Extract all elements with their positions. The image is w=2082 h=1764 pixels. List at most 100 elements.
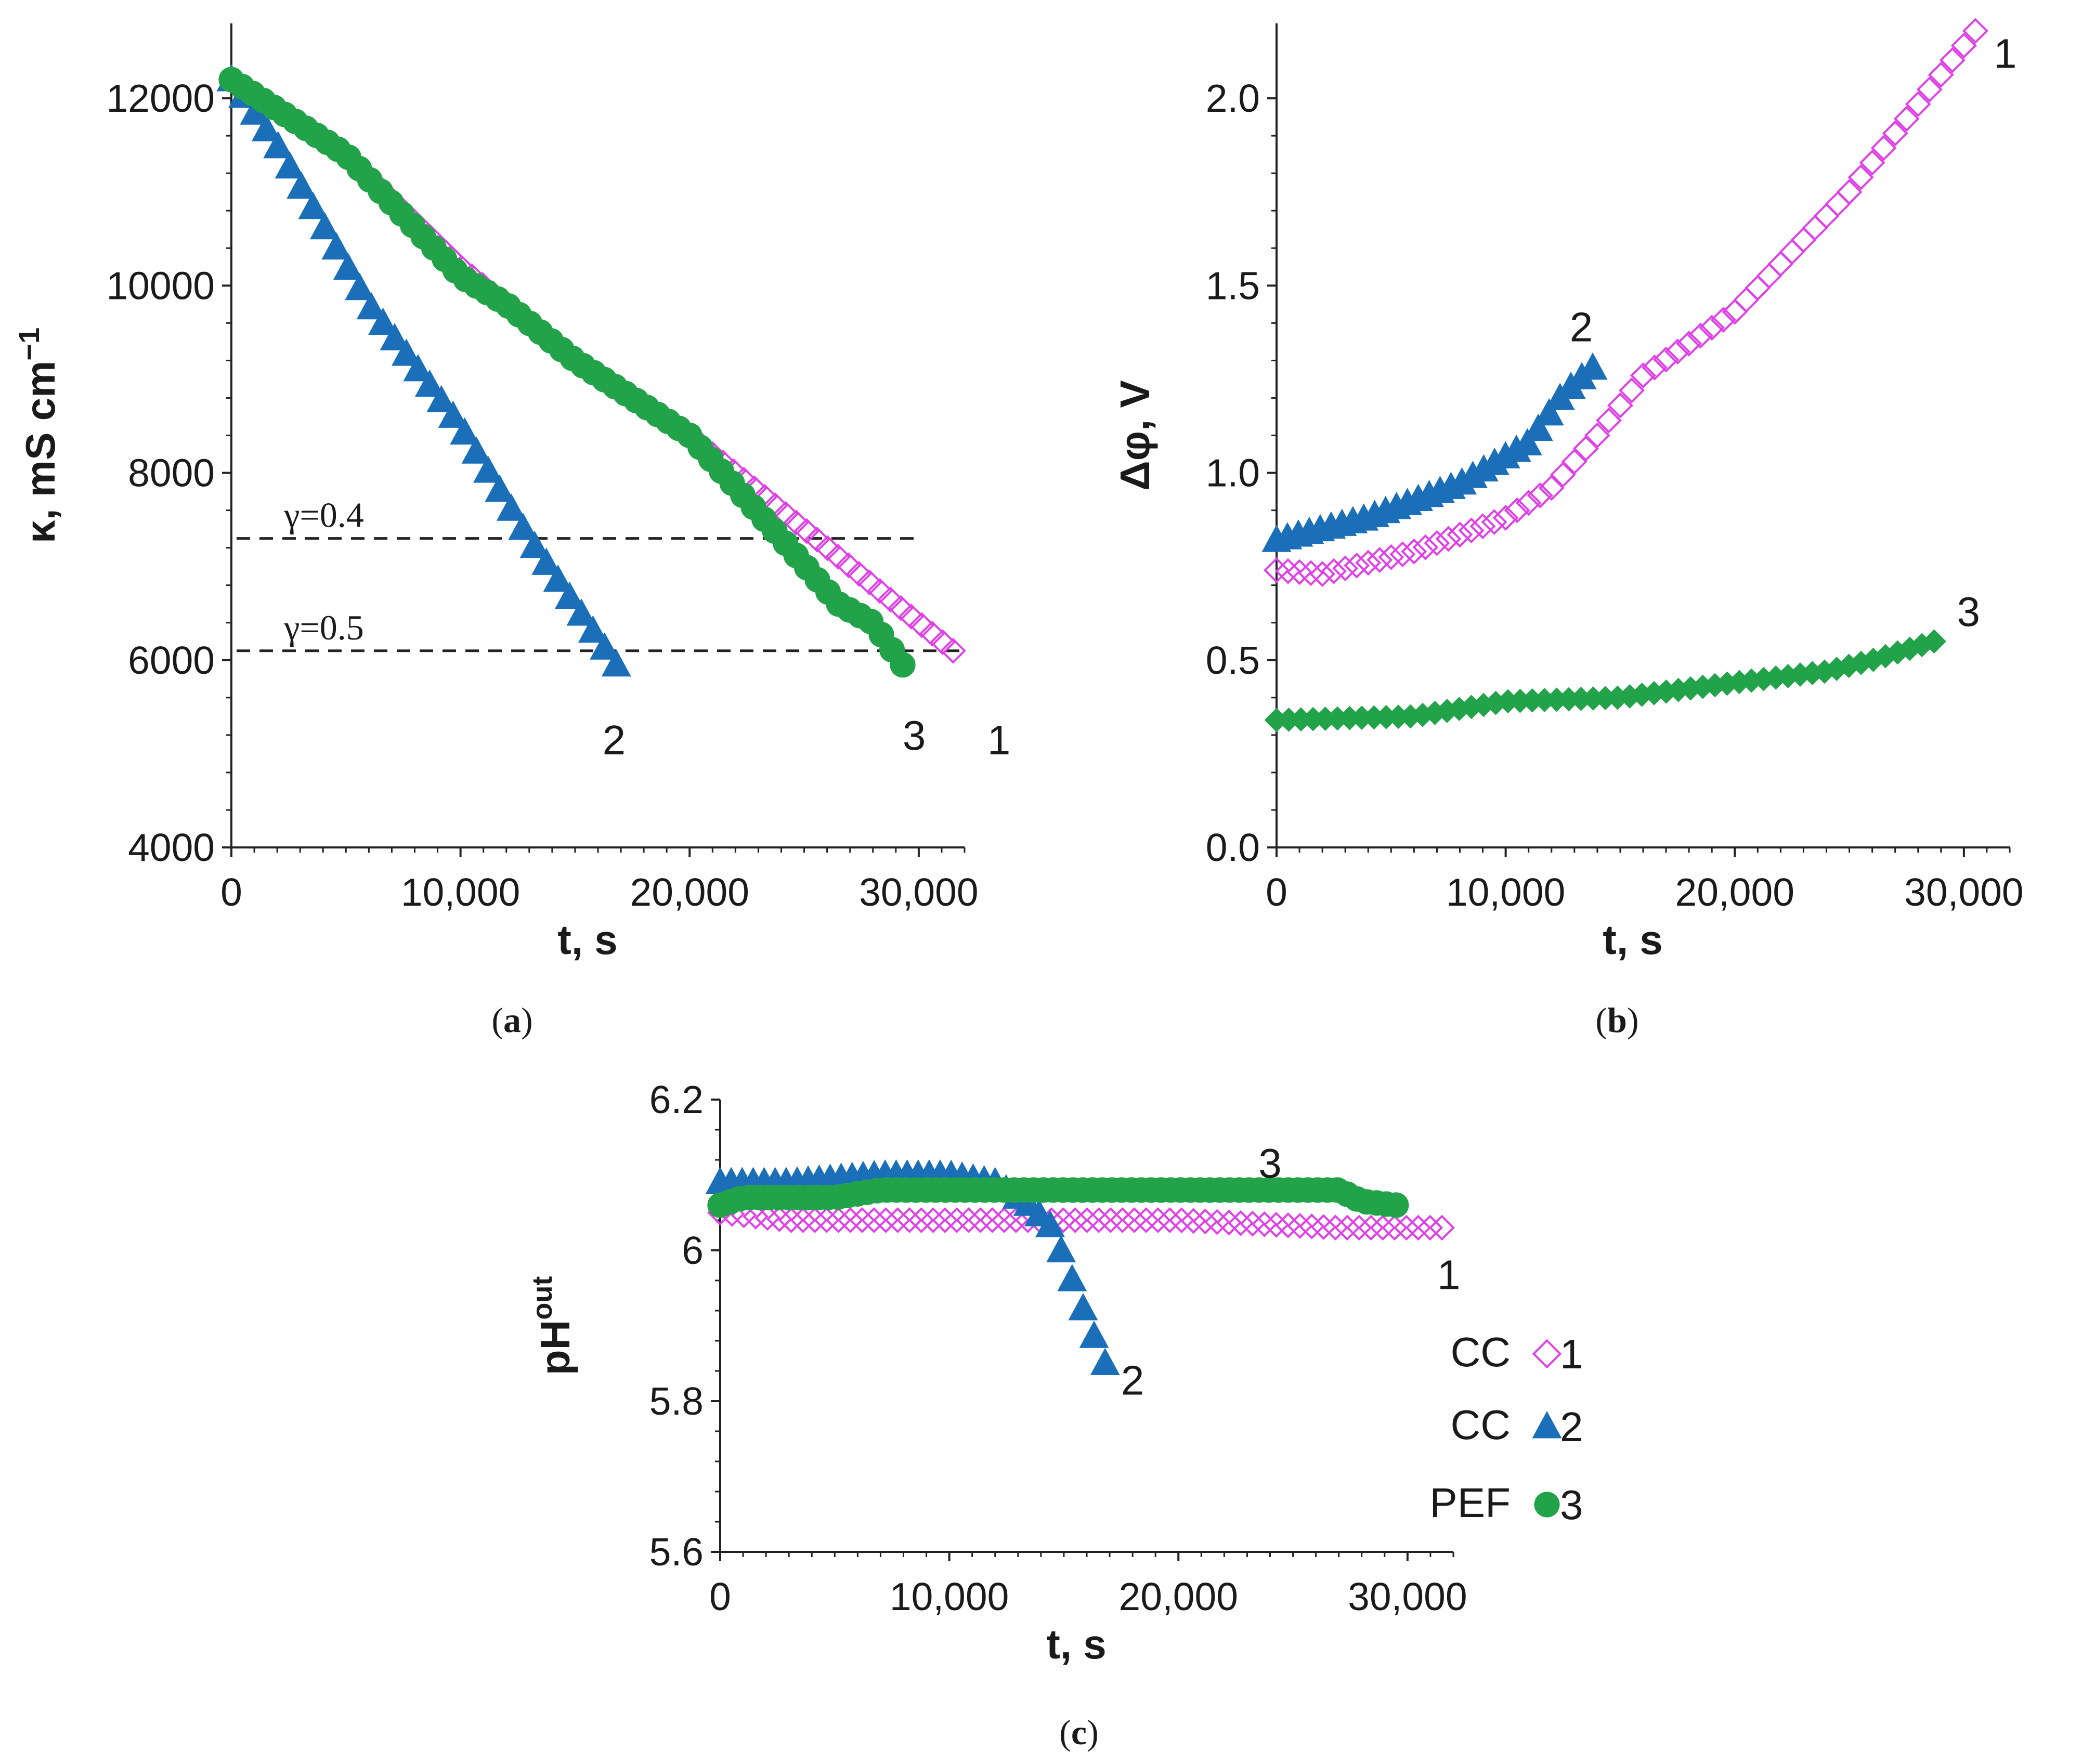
data-point xyxy=(1300,707,1325,731)
data-point xyxy=(1383,1192,1409,1218)
data-point xyxy=(1337,705,1362,730)
data-point xyxy=(944,1207,970,1233)
y-tick-label: 6000 xyxy=(128,638,215,682)
data-point xyxy=(426,385,457,413)
data-point xyxy=(1699,315,1725,341)
data-point xyxy=(368,307,398,335)
y-tick-label: 4000 xyxy=(128,826,215,869)
data-point xyxy=(1309,561,1336,587)
y-axis-label: pHout xyxy=(527,1276,578,1376)
data-point xyxy=(1344,552,1370,579)
data-point xyxy=(1389,541,1416,568)
data-point xyxy=(485,474,515,502)
data-point xyxy=(1800,661,1825,686)
data-point xyxy=(1837,654,1862,678)
data-point xyxy=(1882,120,1908,147)
x-tick-label: 20,000 xyxy=(630,870,749,914)
data-point xyxy=(1584,422,1610,449)
data-point xyxy=(1435,526,1462,552)
data-point xyxy=(1074,1207,1100,1233)
curve-label: 1 xyxy=(1994,31,2017,77)
data-point xyxy=(1550,462,1576,488)
data-point xyxy=(867,578,893,604)
data-point xyxy=(1802,215,1828,241)
series-2 xyxy=(1261,352,1608,552)
data-point xyxy=(555,581,585,609)
x-tick-label: 10,000 xyxy=(1446,870,1565,914)
data-point xyxy=(1332,555,1359,582)
legend: CC 1 CC 2 PEF 3 xyxy=(1429,1329,1583,1528)
data-point xyxy=(1144,1207,1171,1233)
data-point xyxy=(1950,32,1977,59)
data-point xyxy=(473,455,503,483)
data-point xyxy=(1417,1214,1443,1241)
data-point xyxy=(1079,1321,1109,1348)
data-point xyxy=(263,130,293,159)
data-point xyxy=(1687,322,1714,349)
data-point xyxy=(1322,1214,1349,1241)
curve-label: 3 xyxy=(903,712,926,759)
data-point xyxy=(578,615,608,643)
data-point xyxy=(1401,538,1427,565)
data-point xyxy=(1424,530,1450,556)
x-tick-label: 10,000 xyxy=(890,1575,1009,1618)
data-point xyxy=(1412,534,1439,560)
data-point xyxy=(1374,704,1399,729)
data-point xyxy=(1239,1210,1266,1237)
data-point xyxy=(1492,505,1519,531)
x-tick-label: 30,000 xyxy=(859,870,978,914)
data-point xyxy=(1569,686,1593,711)
series-1 xyxy=(1264,18,1988,587)
data-point xyxy=(519,530,550,558)
data-point xyxy=(1534,398,1564,426)
data-point xyxy=(1068,1292,1098,1321)
data-point xyxy=(333,252,363,280)
data-point xyxy=(1897,636,1922,661)
y-axis-label: Δφ, V xyxy=(1112,380,1158,491)
data-point xyxy=(380,323,410,350)
data-point xyxy=(804,527,830,553)
data-point xyxy=(873,1207,899,1233)
data-point xyxy=(345,272,375,300)
data-point xyxy=(1824,657,1849,681)
data-point xyxy=(1298,1213,1325,1239)
data-point xyxy=(929,629,956,656)
data-point xyxy=(766,1206,792,1232)
data-point xyxy=(566,598,596,626)
data-point xyxy=(856,569,882,596)
y-tick-label: 6.2 xyxy=(649,1078,704,1121)
data-point xyxy=(601,649,631,677)
data-point xyxy=(754,1205,780,1231)
data-point xyxy=(1481,509,1507,535)
data-point xyxy=(1156,1207,1183,1233)
data-point xyxy=(1286,559,1312,585)
panel-label: (a) xyxy=(491,1000,532,1040)
data-point xyxy=(920,1207,946,1233)
data-point xyxy=(1109,1207,1136,1233)
data-point xyxy=(321,232,352,260)
data-point xyxy=(1447,697,1472,722)
data-point xyxy=(1690,674,1715,699)
data-point xyxy=(991,1207,1018,1233)
y-tick-label: 0.0 xyxy=(1206,826,1260,869)
data-point xyxy=(1361,705,1386,730)
data-point xyxy=(1386,704,1411,729)
curve-label: 3 xyxy=(1258,1140,1282,1186)
y-tick-label: 6 xyxy=(682,1229,704,1272)
data-point xyxy=(1459,695,1484,720)
curve-label: 1 xyxy=(1437,1251,1461,1298)
data-point xyxy=(849,1207,875,1233)
data-point xyxy=(1298,560,1324,586)
legend-label: CC xyxy=(1450,1402,1511,1448)
data-point xyxy=(275,151,305,179)
data-point xyxy=(896,1207,922,1233)
data-point xyxy=(1928,61,1954,88)
data-point xyxy=(1410,702,1435,727)
data-point xyxy=(1523,413,1553,441)
x-tick-label: 10,000 xyxy=(401,870,520,914)
data-point xyxy=(1630,682,1654,707)
data-point xyxy=(1790,227,1817,253)
data-point xyxy=(919,620,945,647)
data-point xyxy=(1870,135,1897,161)
